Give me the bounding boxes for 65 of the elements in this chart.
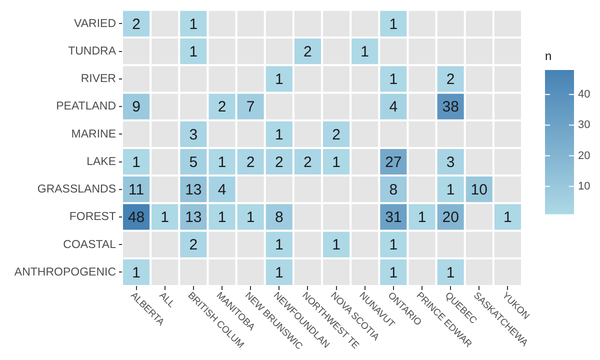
data-label: 13	[185, 209, 202, 226]
data-label: 1	[189, 43, 198, 60]
data-label: 1	[360, 43, 370, 60]
data-label: 8	[274, 209, 284, 226]
color-bar-label: 20	[578, 150, 590, 162]
color-bar-label: 40	[578, 88, 590, 101]
data-label: 31	[385, 209, 402, 226]
data-label: 1	[132, 154, 140, 171]
data-label: 2	[304, 43, 312, 60]
data-label: 1	[132, 264, 140, 282]
data-label: 1	[389, 16, 398, 33]
data-label: 38	[442, 98, 459, 116]
data-label: 7	[246, 98, 255, 116]
y-tick-label: TUNDRA	[68, 45, 116, 58]
data-label: 1	[389, 264, 398, 282]
color-bar-label: 10	[578, 180, 590, 192]
y-tick-label: FOREST	[69, 211, 116, 224]
data-label: 1	[274, 126, 284, 144]
data-label: 2	[304, 154, 312, 171]
data-label: 2	[246, 154, 255, 171]
data-label: 1	[160, 209, 170, 226]
data-label: 1	[446, 182, 455, 199]
data-label: 1	[332, 154, 340, 171]
data-label: 1	[274, 264, 284, 282]
data-label: 1	[389, 236, 398, 254]
data-label: 5	[189, 154, 198, 171]
data-label: 10	[470, 182, 488, 199]
color-bar-label: 30	[578, 119, 590, 132]
data-label: 1	[218, 154, 226, 171]
y-tick-label: COASTAL	[63, 238, 117, 251]
data-label: 1	[218, 209, 226, 226]
y-tick-label: MARINE	[71, 128, 116, 140]
data-label: 1	[332, 236, 340, 254]
y-tick-label: GRASSLANDS	[37, 184, 116, 196]
data-label: 48	[128, 209, 145, 226]
color-bar-title: n	[545, 49, 552, 63]
y-tick-label: VARIED	[74, 18, 116, 30]
data-label: 2	[332, 126, 340, 144]
data-label: 1	[504, 209, 512, 226]
data-label: 1	[418, 209, 426, 226]
data-label: 11	[128, 182, 144, 199]
data-label: 1	[246, 209, 255, 226]
data-label: 3	[446, 154, 455, 171]
data-label: 3	[189, 126, 198, 144]
data-label: 4	[389, 98, 398, 116]
data-label: 27	[385, 154, 402, 171]
y-tick-label: LAKE	[86, 156, 116, 168]
data-label: 2	[274, 154, 284, 171]
data-label: 13	[185, 182, 202, 199]
y-tick-label: ANTHROPOGENIC	[14, 266, 116, 278]
data-label: 1	[389, 71, 398, 88]
y-tick-label: RIVER	[80, 73, 116, 86]
data-label: 20	[442, 209, 459, 226]
data-label: 9	[132, 98, 140, 116]
data-label: 1	[189, 16, 198, 33]
data-label: 4	[218, 182, 226, 199]
y-tick-label: PEATLAND	[56, 100, 116, 113]
data-label: 2	[189, 236, 198, 254]
data-label: 2	[218, 98, 226, 116]
data-label: 1	[446, 264, 455, 282]
data-label: 2	[446, 71, 455, 88]
data-label: 2	[132, 16, 140, 33]
data-label: 1	[274, 71, 284, 88]
data-label: 8	[389, 182, 398, 199]
data-label: 1	[274, 236, 284, 254]
